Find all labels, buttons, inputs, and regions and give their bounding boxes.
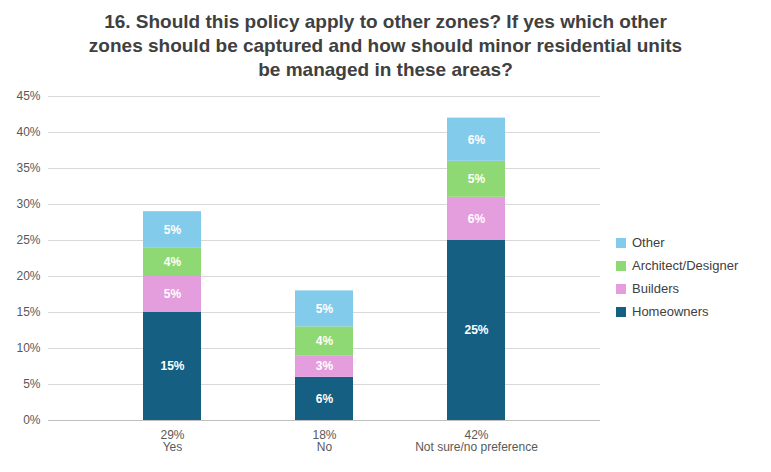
svg-text:4%: 4% bbox=[316, 334, 334, 348]
svg-text:35%: 35% bbox=[16, 161, 40, 175]
html-text:Builders: Builders bbox=[632, 281, 679, 296]
svg-text:3%: 3% bbox=[316, 359, 334, 373]
html-text:16. Should this policy apply t: 16. Should this policy apply to other zo… bbox=[88, 11, 683, 80]
svg-text:5%: 5% bbox=[316, 302, 334, 316]
html-text:Homeowners: Homeowners bbox=[632, 304, 709, 319]
svg-text:0%: 0% bbox=[23, 413, 41, 427]
svg-text:18%No: 18%No bbox=[312, 428, 336, 454]
svg-text:10%: 10% bbox=[16, 341, 40, 355]
svg-text:5%: 5% bbox=[164, 223, 182, 237]
svg-text:6%: 6% bbox=[316, 392, 334, 406]
svg-text:15%: 15% bbox=[16, 305, 40, 319]
svg-text:45%: 45% bbox=[16, 89, 40, 103]
svg-text:25%: 25% bbox=[16, 233, 40, 247]
svg-text:29%Yes: 29%Yes bbox=[160, 428, 184, 454]
svg-text:40%: 40% bbox=[16, 125, 40, 139]
svg-text:5%: 5% bbox=[23, 377, 41, 391]
svg-text:6%: 6% bbox=[468, 133, 486, 147]
svg-text:42%Not sure/no preference: 42%Not sure/no preference bbox=[415, 428, 538, 454]
html-text:Architect/Designer: Architect/Designer bbox=[632, 258, 739, 273]
svg-text:20%: 20% bbox=[16, 269, 40, 283]
svg-text:5%: 5% bbox=[164, 287, 182, 301]
svg-text:15%: 15% bbox=[160, 359, 184, 373]
svg-text:30%: 30% bbox=[16, 197, 40, 211]
svg-text:25%: 25% bbox=[464, 323, 488, 337]
svg-text:6%: 6% bbox=[468, 212, 486, 226]
html-text:Other: Other bbox=[632, 235, 665, 250]
svg-text:4%: 4% bbox=[164, 255, 182, 269]
svg-text:5%: 5% bbox=[468, 172, 486, 186]
